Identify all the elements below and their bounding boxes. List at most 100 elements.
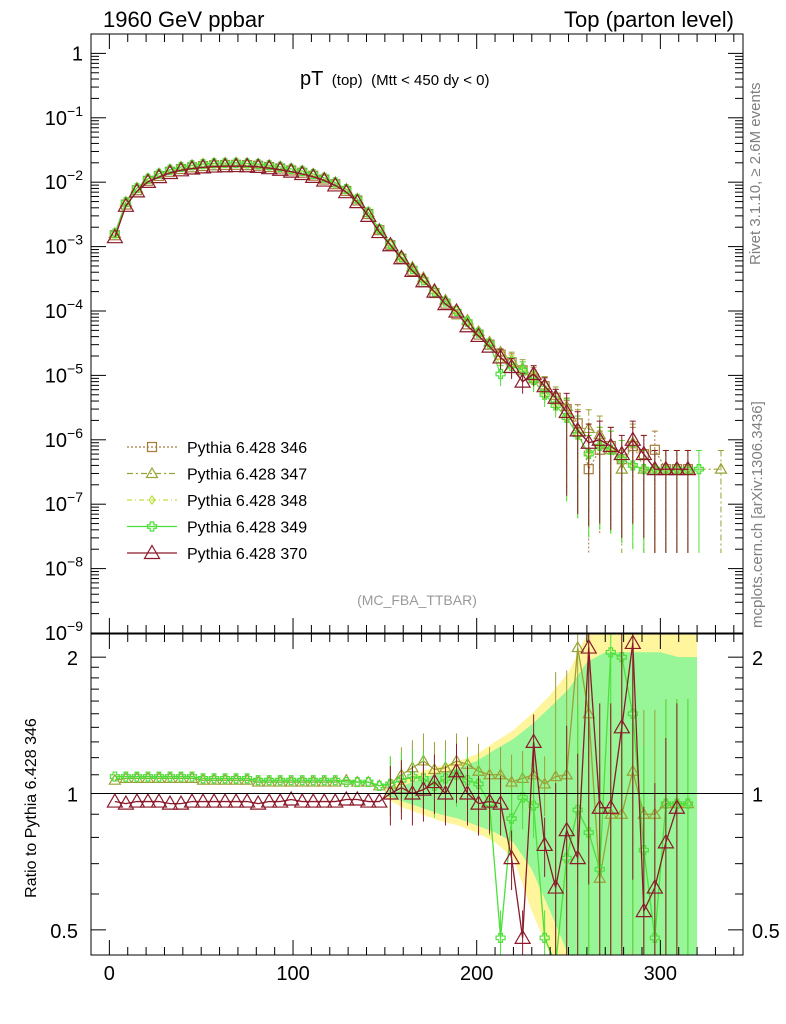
data-point xyxy=(273,775,287,787)
data-point xyxy=(414,780,432,796)
data-point xyxy=(139,173,157,189)
data-point xyxy=(230,773,242,784)
data-point xyxy=(638,464,649,475)
data-point xyxy=(117,794,135,810)
data-point xyxy=(229,773,243,785)
data-point xyxy=(359,207,377,222)
data-point xyxy=(330,775,341,786)
data-point xyxy=(514,372,532,388)
main-y-tick-label: 10−6 xyxy=(45,425,83,452)
ratio-series-pythia-6-428-370 xyxy=(106,634,686,955)
data-point xyxy=(128,792,146,808)
data-point xyxy=(660,798,671,809)
data-point xyxy=(117,197,135,212)
data-point xyxy=(594,440,605,452)
data-point xyxy=(208,773,220,784)
data-point xyxy=(304,792,322,808)
legend-label: Pythia 6.428 370 xyxy=(187,546,307,563)
data-point xyxy=(174,771,188,783)
data-point xyxy=(109,771,120,782)
data-point xyxy=(295,775,309,787)
analysis-watermark: (MC_FBA_TTBAR) xyxy=(357,592,477,608)
data-point xyxy=(186,771,198,782)
data-point xyxy=(363,776,374,788)
x-tick-label: 0 xyxy=(104,963,115,985)
data-point xyxy=(627,708,638,719)
data-point xyxy=(150,168,168,184)
data-point xyxy=(392,249,410,265)
data-point xyxy=(594,864,605,875)
data-point xyxy=(495,932,506,943)
data-point xyxy=(503,358,521,374)
data-point xyxy=(635,445,653,461)
data-point xyxy=(163,771,177,783)
data-point xyxy=(106,228,124,244)
data-point xyxy=(119,771,133,783)
data-point xyxy=(436,295,455,311)
x-tick-label: 300 xyxy=(644,963,677,985)
ratio-x-tick-labels: 0 100 200 300 xyxy=(104,963,677,985)
main-y-tick-label: 10−4 xyxy=(45,296,83,323)
data-point xyxy=(238,792,256,808)
data-point xyxy=(528,374,539,386)
ratio-y-tick-label: 1 xyxy=(67,785,78,807)
data-point xyxy=(583,448,594,460)
legend-entry: Pythia 6.428 347 xyxy=(127,467,307,484)
data-point xyxy=(141,771,155,783)
data-point xyxy=(337,183,355,199)
data-point xyxy=(580,638,598,654)
data-point xyxy=(525,365,543,381)
legend-entry: Pythia 6.428 348 xyxy=(127,493,307,510)
data-point xyxy=(506,813,517,824)
data-point xyxy=(216,792,234,808)
data-point xyxy=(649,932,660,943)
data-point xyxy=(536,377,554,393)
data-point xyxy=(207,773,221,785)
data-point xyxy=(348,193,366,209)
data-point xyxy=(668,799,686,814)
data-point xyxy=(517,792,528,803)
ratio-y-tick-label-right: 2 xyxy=(752,648,763,670)
data-point xyxy=(242,773,253,784)
data-point xyxy=(227,792,245,808)
data-point xyxy=(317,775,331,787)
data-point xyxy=(284,775,298,787)
data-point xyxy=(108,773,122,785)
data-point xyxy=(492,348,510,364)
data-point xyxy=(106,792,124,808)
data-point xyxy=(583,827,594,838)
legend-entry: Pythia 6.428 346 xyxy=(127,440,307,457)
data-point xyxy=(348,790,366,806)
main-frame xyxy=(90,33,744,634)
data-point xyxy=(613,445,631,461)
data-point xyxy=(447,302,466,318)
legend: Pythia 6.428 346 Pythia 6.428 347 Pythia 6… xyxy=(127,440,307,563)
data-point xyxy=(326,792,344,808)
data-point xyxy=(253,775,264,786)
data-point xyxy=(514,929,532,944)
data-point xyxy=(440,773,451,784)
series-line xyxy=(114,164,688,471)
header-right: Top (parton level) xyxy=(564,7,734,32)
data-point xyxy=(381,236,399,252)
data-point xyxy=(616,454,627,465)
data-point xyxy=(549,769,563,782)
data-point xyxy=(492,794,510,810)
data-point xyxy=(183,792,201,808)
data-point xyxy=(120,771,131,782)
data-point xyxy=(458,317,477,333)
data-point xyxy=(539,932,550,943)
data-point xyxy=(194,792,212,808)
data-point xyxy=(196,773,210,785)
series-line xyxy=(114,162,688,470)
ratio-axis-ticks xyxy=(91,634,743,955)
data-point xyxy=(238,157,256,173)
data-point xyxy=(359,792,377,808)
main-y-tick-label: 10−7 xyxy=(45,489,83,516)
legend-label: Pythia 6.428 349 xyxy=(187,520,307,537)
data-point xyxy=(447,762,466,778)
data-point xyxy=(249,158,267,173)
ratio-frame xyxy=(90,633,744,956)
ratio-y-tick-labels: 0.5 0.5 1 1 2 2 xyxy=(50,648,780,943)
data-point xyxy=(139,792,157,808)
